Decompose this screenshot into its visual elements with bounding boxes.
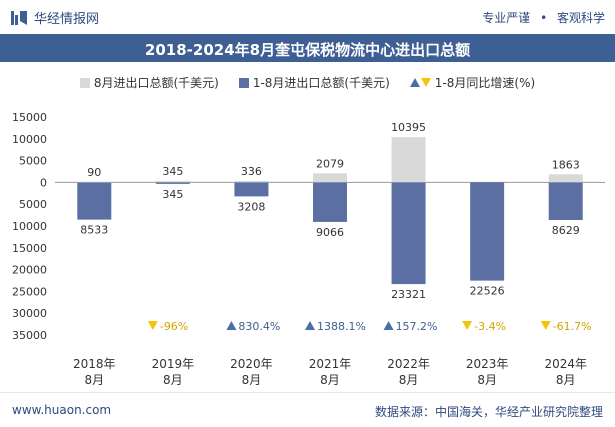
data-label-cumulative: 22526 [470,285,505,298]
legend-item-growth[interactable]: 1-8月同比增速(%) [409,74,536,91]
growth-down-marker [147,321,158,330]
growth-down-marker [462,321,473,330]
data-label-cumulative: 3208 [237,200,265,213]
footer-source: 数据来源：中国海关，华经产业研究院整理 [374,405,603,419]
x-tick-label: 8月 [399,373,419,387]
bar-monthly [313,173,347,183]
growth-down-marker [540,321,551,330]
legend-item-monthly[interactable]: 8月进出口总额(千美元) [79,74,219,91]
bar-cumulative [391,182,426,285]
growth-up-marker [383,321,394,330]
tagline: 专业严谨 • 客观科学 [482,9,605,26]
tagline-separator: • [540,11,548,25]
y-tick-label: 15000 [12,111,47,124]
x-tick-label: 8月 [242,373,262,387]
footer: www.huaon.com 数据来源：中国海关，华经产业研究院整理 [0,392,615,427]
title-bar: 2018-2024年8月奎屯保税物流中心进出口总额 [0,34,615,62]
legend-label-monthly: 8月进出口总额(千美元) [93,76,219,90]
legend-swatch-monthly [79,77,90,88]
y-tick-label: 20000 [12,264,47,277]
bar-cumulative [234,182,269,197]
x-tick-label: 2021年 [309,357,352,371]
data-label-cumulative: 9066 [316,226,344,239]
top-bar: 华经情报网 专业严谨 • 客观科学 [0,0,615,34]
brand-logo-icon [11,10,27,25]
y-tick-label: 5000 [19,198,47,211]
x-tick-label: 8月 [556,373,576,387]
down-triangle-icon [420,78,431,87]
data-label-growth: -61.7% [553,320,592,333]
data-label-monthly: 1863 [552,158,580,171]
y-tick-label: 10000 [12,220,47,233]
growth-up-marker [305,321,315,330]
x-tick-label: 2024年 [544,357,587,371]
chart-area: 15000 10000 5000 0 5000 10000 15000 20000 25000 3… [12,111,605,387]
data-label-growth: 157.2% [396,320,438,333]
y-tick-label: 5000 [19,155,47,168]
x-tick-label: 8月 [477,373,497,387]
x-tick-label: 2023年 [466,357,509,371]
y-tick-label: 0 [40,176,47,189]
chart-title: 2018-2024年8月奎屯保税物流中心进出口总额 [144,41,471,59]
bar-cumulative [548,182,583,221]
bar-cumulative [77,182,112,220]
data-label-growth: 830.4% [238,320,280,333]
bar-monthly [548,174,583,183]
bar-cumulative [313,182,347,222]
legend-label-cumulative: 1-8月进出口总额(千美元) [252,76,390,90]
data-label-growth: 1388.1% [317,320,366,333]
tagline-1: 专业严谨 [482,11,531,25]
data-label-growth: -3.4% [474,320,506,333]
bar-cumulative [155,182,190,184]
legend-label-growth: 1-8月同比增速(%) [434,76,536,90]
y-tick-label: 30000 [12,307,47,320]
tagline-2: 客观科学 [556,11,605,25]
y-tick-label: 15000 [12,242,47,255]
legend: 8月进出口总额(千美元) 1-8月进出口总额(千美元) 1-8月同比增速(%) [0,74,615,91]
y-tick-label: 10000 [12,133,47,146]
data-label-cumulative: 8629 [552,224,580,237]
brand-name: 华经情报网 [34,12,100,27]
x-tick-label: 8月 [84,373,104,387]
data-label-monthly: 345 [162,165,183,178]
brand[interactable]: 华经情报网 [10,8,99,27]
data-label-cumulative: 345 [162,188,183,201]
data-label-monthly: 336 [241,165,262,178]
up-triangle-icon [409,78,420,87]
data-label-cumulative: 8533 [80,224,108,237]
bar-monthly [391,137,426,183]
bar-monthly [234,180,269,183]
legend-swatch-cumulative [238,77,249,88]
x-tick-label: 2018年 [73,357,116,371]
bar-monthly [155,180,190,183]
x-tick-label: 8月 [163,373,183,387]
x-tick-label: 2022年 [387,357,430,371]
bar-cumulative [470,182,505,281]
legend-item-cumulative[interactable]: 1-8月进出口总额(千美元) [238,74,390,91]
x-tick-label: 2019年 [152,357,195,371]
data-label-cumulative: 23321 [391,288,426,301]
y-tick-label: 35000 [12,329,47,342]
y-tick-label: 25000 [12,285,47,298]
data-label-monthly: 2079 [316,157,344,170]
footer-website[interactable]: www.huaon.com [12,403,112,417]
data-label-growth: -96% [160,320,188,333]
growth-up-marker [226,321,237,330]
x-tick-label: 8月 [320,373,340,387]
x-tick-label: 2020年 [230,357,273,371]
data-label-monthly: 10395 [391,121,426,134]
data-label-monthly: 90 [87,166,101,179]
